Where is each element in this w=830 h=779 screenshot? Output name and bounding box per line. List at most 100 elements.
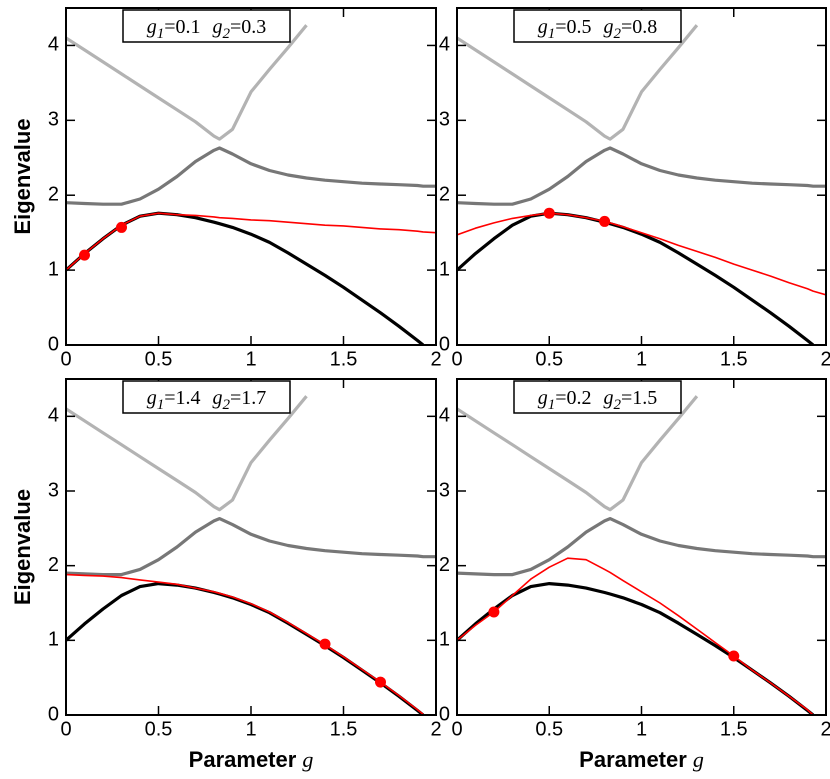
param-sub: 2 (614, 26, 622, 42)
x-tick-label: 0.5 (535, 348, 563, 370)
point (543, 207, 555, 219)
x-tick-label: 1.5 (330, 348, 358, 370)
frame (456, 378, 827, 716)
frame (456, 7, 827, 346)
frame (65, 7, 437, 346)
x-tick-label: 1.5 (720, 348, 748, 370)
param-value: 0.2 (567, 387, 592, 409)
param-sub: 1 (157, 397, 165, 413)
param-symbol: g (213, 16, 223, 38)
x-axis-label-text: Parameter (189, 747, 297, 772)
point (375, 676, 386, 688)
x-tick-label: 0 (451, 718, 462, 740)
curve (66, 211, 425, 345)
y-tick-label: 4 (439, 34, 450, 56)
x-tick-label: 1.5 (330, 718, 358, 740)
annotation: g1=0.5 g2=0.8 (538, 16, 658, 42)
param-sub: 2 (223, 26, 231, 42)
x-tick-label: 1.5 (720, 718, 748, 740)
curve (66, 582, 425, 715)
curve (457, 557, 814, 715)
point (488, 606, 500, 618)
param-sub: 2 (614, 397, 622, 413)
frame (65, 378, 437, 716)
plot-area (457, 395, 826, 715)
y-tick-label: 3 (439, 479, 450, 501)
plot-area (66, 395, 436, 715)
curve (457, 582, 815, 715)
param-sign: = (230, 16, 241, 38)
x-axis-label-text: Parameter (579, 747, 687, 772)
annotation-box (122, 9, 291, 43)
x-tick-label: 0 (451, 348, 462, 370)
curve (66, 573, 424, 715)
param-sign: = (164, 387, 175, 409)
x-tick-label: 2 (430, 718, 441, 740)
point (116, 221, 127, 233)
y-tick-label: 0 (48, 333, 59, 355)
curve (66, 146, 436, 206)
x-tick-label: 0 (60, 718, 71, 740)
param-symbol: g (538, 387, 548, 409)
point (728, 650, 740, 662)
annotation: g1=0.2 g2=1.5 (538, 387, 658, 413)
curve (66, 212, 436, 271)
annotation-box (513, 380, 682, 414)
y-tick-label: 2 (439, 184, 450, 206)
y-tick-label: 1 (439, 629, 450, 651)
param-sub: 1 (548, 26, 556, 42)
param-value: 0.1 (176, 16, 201, 38)
curve (457, 211, 815, 345)
y-tick-label: 2 (439, 554, 450, 576)
y-tick-label: 1 (439, 258, 450, 280)
x-axis-label: Parameter g (189, 747, 314, 772)
x-tick-label: 1 (636, 718, 647, 740)
curve (66, 24, 308, 141)
param-symbol: g (604, 387, 614, 409)
y-tick-label: 2 (48, 554, 59, 576)
x-tick-label: 0 (60, 348, 71, 370)
y-tick-label: 2 (48, 184, 59, 206)
curve (457, 212, 826, 296)
y-axis-label: Eigenvalue (10, 489, 35, 605)
plot-area (66, 24, 436, 345)
param-sign: = (621, 16, 632, 38)
curve (66, 517, 436, 577)
param-value: 0.5 (567, 16, 592, 38)
x-tick-label: 0.5 (145, 348, 173, 370)
param-value: 0.3 (241, 16, 266, 38)
point (319, 638, 331, 650)
point (79, 249, 90, 261)
param-symbol: g (538, 16, 548, 38)
x-tick-label: 2 (430, 348, 441, 370)
param-value: 0.8 (632, 16, 657, 38)
y-tick-label: 4 (48, 34, 59, 56)
param-sub: 2 (223, 397, 231, 413)
x-tick-label: 0.5 (535, 718, 563, 740)
curve (457, 24, 699, 141)
x-tick-label: 0.5 (145, 718, 173, 740)
param-sign: = (555, 16, 566, 38)
param-sub: 1 (157, 26, 165, 42)
param-symbol: g (604, 16, 614, 38)
curve (66, 395, 308, 512)
annotation: g1=0.1 g2=0.3 (147, 16, 267, 42)
param-value: 1.5 (632, 387, 657, 409)
param-sign: = (555, 387, 566, 409)
param-sub: 1 (548, 397, 556, 413)
annotation-box (513, 9, 682, 43)
x-axis-label: Parameter g (579, 747, 704, 772)
y-tick-label: 0 (439, 703, 450, 725)
x-tick-label: 1 (245, 718, 256, 740)
param-sign: = (164, 16, 175, 38)
point (599, 215, 611, 227)
x-tick-label: 2 (820, 348, 830, 370)
curve (457, 146, 826, 206)
y-tick-label: 0 (439, 333, 450, 355)
y-tick-label: 3 (439, 109, 450, 131)
